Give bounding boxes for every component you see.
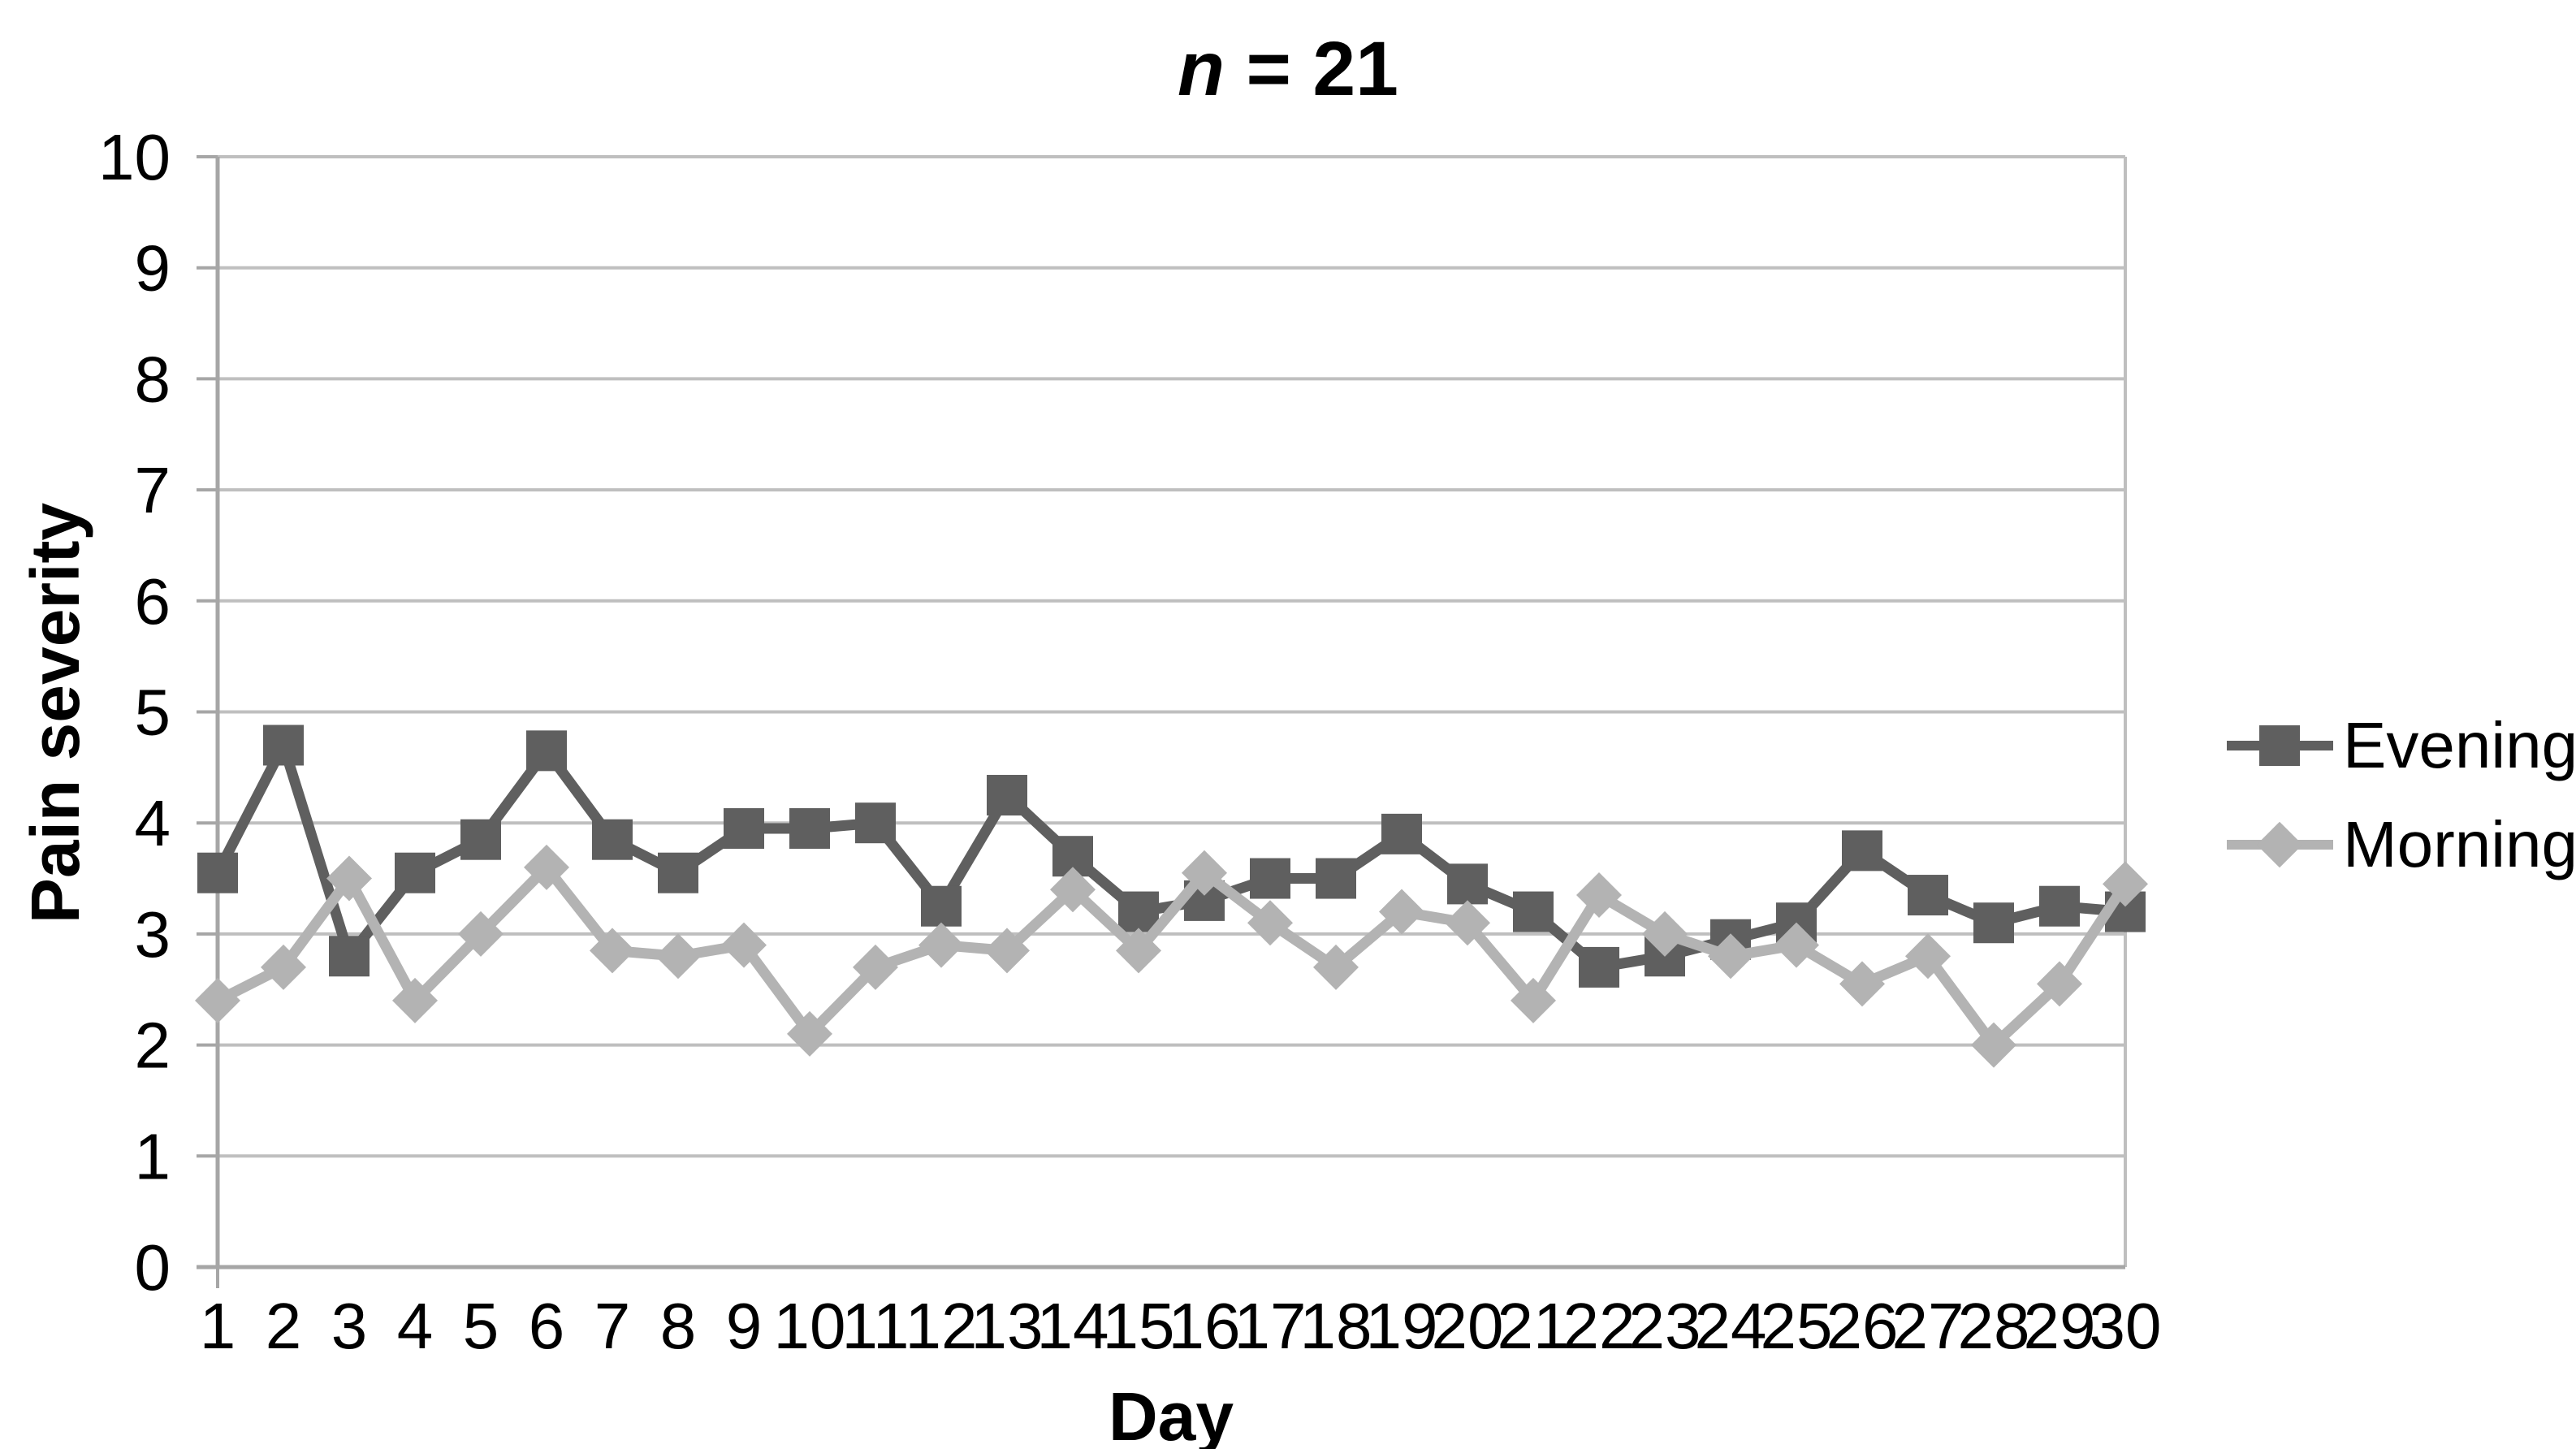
- svg-text:1: 1: [200, 1290, 236, 1362]
- svg-text:6: 6: [135, 565, 171, 638]
- svg-text:1: 1: [135, 1120, 171, 1192]
- svg-text:20: 20: [1432, 1290, 1504, 1362]
- svg-text:12: 12: [905, 1290, 978, 1362]
- svg-text:9: 9: [726, 1290, 763, 1362]
- legend-item-evening: Evening: [2227, 709, 2576, 782]
- svg-text:6: 6: [529, 1290, 565, 1362]
- svg-text:26: 26: [1826, 1290, 1899, 1362]
- chart-title: n = 21: [0, 26, 2576, 112]
- svg-text:18: 18: [1300, 1290, 1372, 1362]
- svg-text:14: 14: [1037, 1290, 1109, 1362]
- svg-text:23: 23: [1629, 1290, 1701, 1362]
- legend-label-evening: Evening: [2343, 709, 2576, 781]
- svg-text:7: 7: [594, 1290, 631, 1362]
- y-axis-title: Pain severity: [17, 502, 93, 924]
- svg-text:24: 24: [1695, 1290, 1767, 1362]
- svg-text:10: 10: [98, 121, 171, 193]
- legend-item-morning: Morning: [2227, 808, 2576, 881]
- svg-text:9: 9: [135, 232, 171, 305]
- svg-text:10: 10: [774, 1290, 846, 1362]
- svg-text:30: 30: [2090, 1290, 2162, 1362]
- svg-text:7: 7: [135, 454, 171, 526]
- svg-text:17: 17: [1234, 1290, 1307, 1362]
- svg-text:0: 0: [135, 1231, 171, 1304]
- svg-text:3: 3: [331, 1290, 368, 1362]
- legend-label-morning: Morning: [2343, 808, 2576, 880]
- svg-text:27: 27: [1892, 1290, 1964, 1362]
- svg-text:11: 11: [841, 1290, 909, 1362]
- morning-line-diamond-icon: [2227, 808, 2333, 881]
- svg-text:8: 8: [660, 1290, 697, 1362]
- svg-text:2: 2: [266, 1290, 302, 1362]
- svg-text:5: 5: [463, 1290, 499, 1362]
- svg-text:13: 13: [971, 1290, 1044, 1362]
- svg-text:22: 22: [1563, 1290, 1636, 1362]
- svg-text:4: 4: [135, 787, 171, 859]
- svg-text:29: 29: [2024, 1290, 2096, 1362]
- chart-title-italic-n: n: [1178, 26, 1225, 112]
- svg-text:16: 16: [1169, 1290, 1241, 1362]
- svg-text:3: 3: [135, 898, 171, 971]
- svg-text:28: 28: [1958, 1290, 2030, 1362]
- svg-text:4: 4: [397, 1290, 434, 1362]
- svg-text:8: 8: [135, 343, 171, 415]
- x-axis-title: Day: [1108, 1378, 1234, 1449]
- evening-line-square-icon: [2227, 709, 2333, 782]
- svg-text:5: 5: [135, 677, 171, 749]
- svg-text:19: 19: [1366, 1290, 1438, 1362]
- chart-title-rest: = 21: [1225, 26, 1398, 112]
- svg-text:15: 15: [1103, 1290, 1175, 1362]
- svg-text:2: 2: [135, 1010, 171, 1082]
- svg-text:21: 21: [1498, 1290, 1570, 1362]
- svg-text:25: 25: [1761, 1290, 1833, 1362]
